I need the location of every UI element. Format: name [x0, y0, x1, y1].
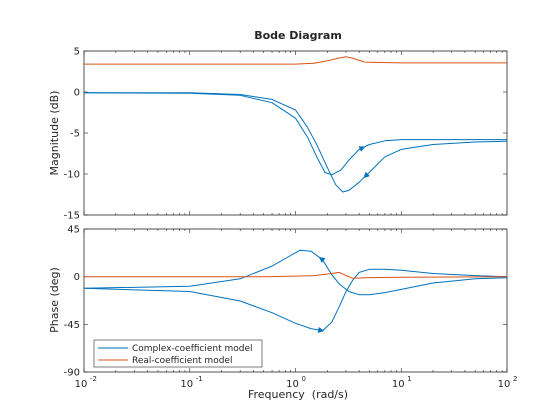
x-tick-label-exponent: 0 [302, 375, 306, 383]
series-line [83, 249, 508, 296]
y-tick-label: -45 [64, 320, 80, 331]
y-tick-label: 0 [74, 88, 80, 99]
magnitude-axes-box [83, 50, 508, 216]
x-tick-label-exponent: 2 [513, 375, 517, 383]
magnitude-panel: 5 0 -5 -10 -15 Magnitude (dB) [48, 47, 508, 222]
y-tick-label: -5 [70, 129, 80, 140]
x-tick-label: 10 [392, 379, 405, 390]
y-tick-label: 45 [67, 225, 80, 236]
legend: Complex-coefficient model Real-coefficie… [93, 339, 263, 368]
x-tick-label-exponent: 1 [407, 375, 411, 383]
legend-label-complex: Complex-coefficient model [132, 344, 253, 354]
legend-box [93, 339, 263, 368]
magnitude-ticks: 5 0 -5 -10 -15 [64, 47, 508, 222]
phase-series [83, 249, 508, 333]
x-tick-label: 10 [75, 379, 88, 390]
x-tick-label-exponent: -2 [90, 375, 97, 383]
y-tick-label: 0 [74, 272, 80, 283]
direction-arrow [358, 146, 366, 152]
series-line [84, 56, 507, 65]
direction-arrow [363, 171, 370, 179]
series-line [84, 271, 508, 279]
phase-y-label: Phase (deg) [48, 267, 61, 333]
x-tick-labels: 10 -2 10 -1 10 0 10 1 10 2 [75, 375, 518, 390]
x-tick-label: 10 [286, 379, 299, 390]
x-tick-label: 10 [180, 379, 193, 390]
y-tick-label: -10 [64, 170, 80, 181]
magnitude-series [83, 56, 508, 193]
legend-label-real: Real-coefficient model [132, 356, 232, 366]
phase-ticks: 45 0 -45 -90 [64, 225, 508, 379]
y-tick-label: 5 [74, 47, 80, 58]
series-line [83, 92, 507, 176]
series-line [84, 92, 508, 193]
x-tick-label: 10 [498, 379, 511, 390]
y-tick-label: -90 [64, 368, 80, 379]
x-tick-label-exponent: -1 [196, 375, 203, 383]
y-tick-label: -15 [64, 211, 80, 222]
direction-arrow [318, 257, 326, 263]
direction-arrow [317, 327, 325, 333]
chart-title: Bode Diagram [254, 29, 342, 42]
series-line [83, 268, 508, 332]
x-axis-label: Frequency (rad/s) [248, 388, 348, 401]
magnitude-y-label: Magnitude (dB) [48, 91, 61, 176]
